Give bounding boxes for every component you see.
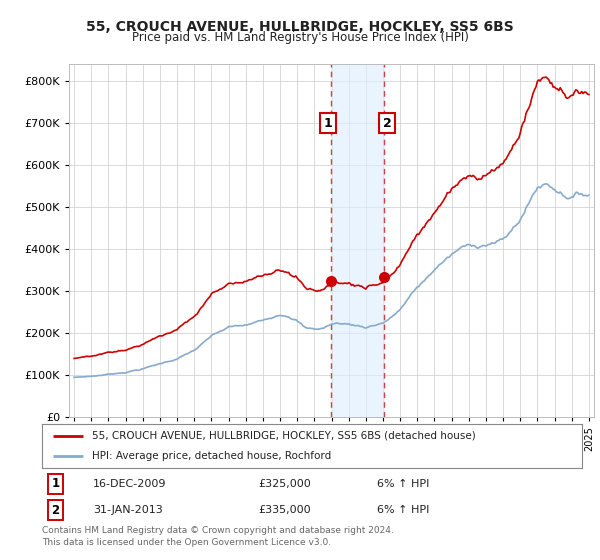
Text: This data is licensed under the Open Government Licence v3.0.: This data is licensed under the Open Gov… (42, 538, 331, 547)
Text: 31-JAN-2013: 31-JAN-2013 (94, 505, 163, 515)
Text: HPI: Average price, detached house, Rochford: HPI: Average price, detached house, Roch… (92, 451, 331, 461)
Text: 55, CROUCH AVENUE, HULLBRIDGE, HOCKLEY, SS5 6BS (detached house): 55, CROUCH AVENUE, HULLBRIDGE, HOCKLEY, … (92, 431, 475, 441)
Bar (331, 64, 385, 417)
Text: Contains HM Land Registry data © Crown copyright and database right 2024.: Contains HM Land Registry data © Crown c… (42, 526, 394, 535)
Text: 6% ↑ HPI: 6% ↑ HPI (377, 505, 429, 515)
Text: 6% ↑ HPI: 6% ↑ HPI (377, 479, 429, 489)
Text: 1: 1 (52, 477, 59, 490)
Text: 55, CROUCH AVENUE, HULLBRIDGE, HOCKLEY, SS5 6BS: 55, CROUCH AVENUE, HULLBRIDGE, HOCKLEY, … (86, 20, 514, 34)
Text: 2: 2 (383, 116, 391, 130)
Text: Price paid vs. HM Land Registry's House Price Index (HPI): Price paid vs. HM Land Registry's House … (131, 31, 469, 44)
Text: 2: 2 (52, 504, 59, 517)
Text: 16-DEC-2009: 16-DEC-2009 (94, 479, 167, 489)
Text: £325,000: £325,000 (258, 479, 311, 489)
Text: £335,000: £335,000 (258, 505, 311, 515)
Text: 1: 1 (324, 116, 332, 130)
